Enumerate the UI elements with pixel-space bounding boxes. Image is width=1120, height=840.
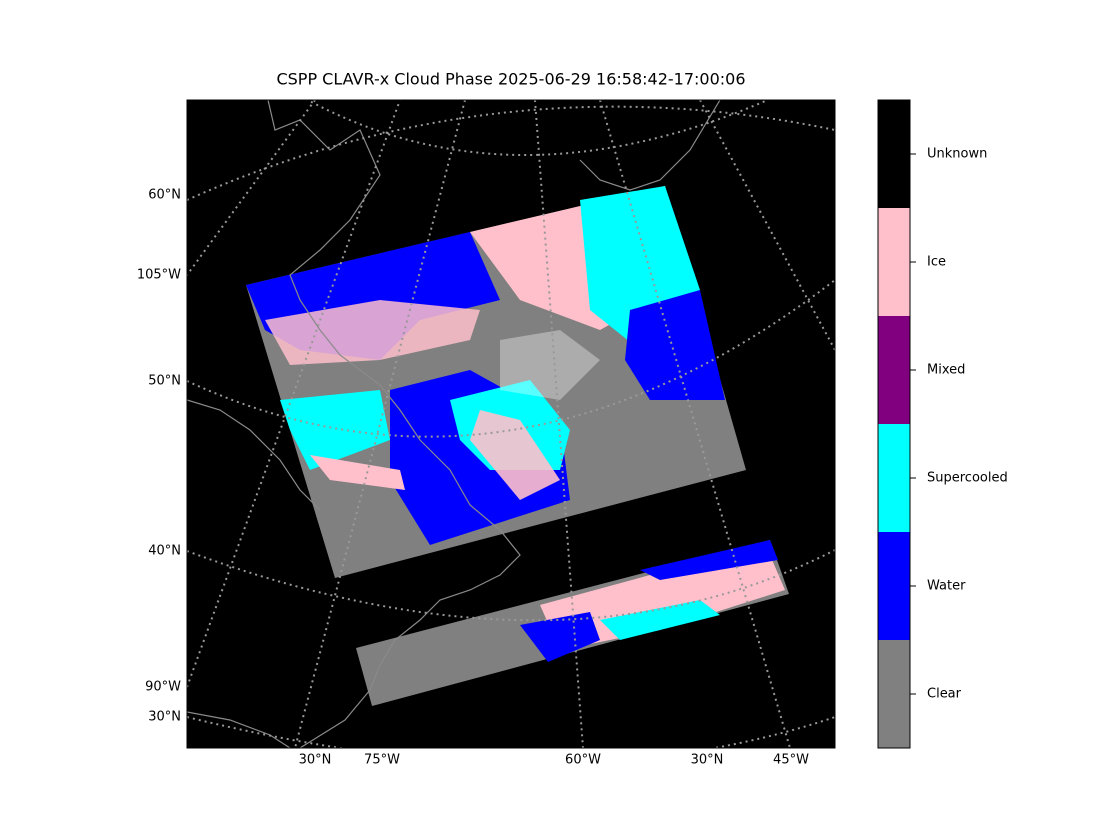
graticule <box>187 549 835 622</box>
colorbar-segment <box>878 532 910 640</box>
supercooled-cloud <box>600 600 720 640</box>
lat-lon-label: 60°W <box>565 753 601 768</box>
colorbar-segment <box>878 208 910 316</box>
lat-lon-label: 105°W <box>137 268 181 283</box>
colorbar-frame <box>877 99 911 749</box>
mixed-area <box>500 330 600 400</box>
lat-lon-label: 60°N <box>148 188 181 203</box>
coastline <box>579 100 721 191</box>
colorbar-segment <box>878 424 910 532</box>
graticule <box>294 100 466 748</box>
graticule <box>187 100 316 276</box>
colorbar-label: Mixed <box>927 363 965 378</box>
coastline <box>267 100 521 748</box>
colorbar-label: Supercooled <box>927 471 1008 486</box>
colorbar-label: Water <box>927 579 966 594</box>
graticule <box>599 100 791 748</box>
ice-cloud <box>265 300 480 365</box>
graticule <box>187 105 835 201</box>
colorbar-segment <box>878 100 910 208</box>
colorbar-segment <box>878 316 910 424</box>
lat-lon-label: 45°W <box>773 753 809 768</box>
map-frame <box>186 99 836 749</box>
colorbar: Unknown Ice Mixed Supercooled Water Clear <box>877 99 1008 749</box>
water-cloud <box>520 612 600 662</box>
water-cloud <box>640 540 778 580</box>
coastline <box>187 711 291 748</box>
graticule <box>187 100 401 688</box>
coastline <box>187 399 321 511</box>
lat-lon-label: 30°N <box>148 710 181 725</box>
colorbar-segment <box>878 640 910 748</box>
lat-lon-label: 50°N <box>148 374 181 389</box>
ice-cloud <box>310 455 405 490</box>
colorbar-label: Ice <box>927 255 946 270</box>
water-cloud <box>625 290 725 400</box>
map-labels: 60°N 105°W 50°N 40°N 90°W 30°N 30°N 75°W 60°W 30°… <box>137 188 809 768</box>
graticule <box>305 100 771 156</box>
map <box>187 100 835 748</box>
lat-lon-label: 30°N <box>691 753 724 768</box>
colorbar-label: Clear <box>927 687 962 702</box>
chart-title: CSPP CLAVR-x Cloud Phase 2025-06-29 16:5… <box>276 70 745 89</box>
ice-cloud <box>540 555 785 650</box>
lat-lon-label: 75°W <box>364 753 400 768</box>
graticule <box>534 100 584 748</box>
lat-lon-label: 30°N <box>299 753 332 768</box>
colorbar-label: Unknown <box>927 147 987 162</box>
lat-lon-label: 40°N <box>148 544 181 559</box>
lat-lon-label: 90°W <box>145 680 181 695</box>
supercooled-cloud <box>280 390 390 470</box>
